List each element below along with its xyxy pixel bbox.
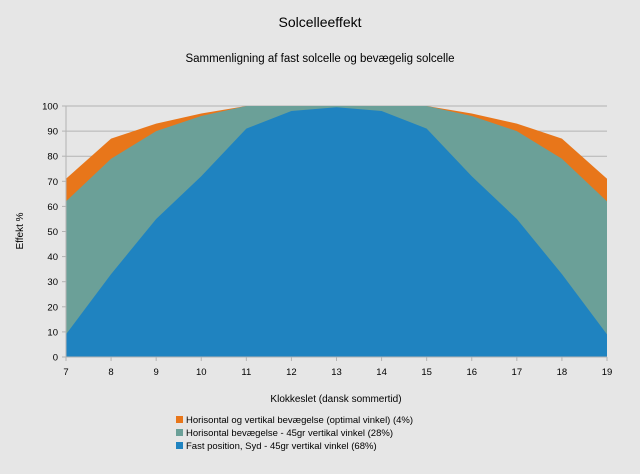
x-tick-label: 17 xyxy=(512,367,523,378)
y-tick-label: 100 xyxy=(42,102,58,113)
y-tick-label: 90 xyxy=(47,127,58,138)
y-tick-label: 60 xyxy=(47,202,58,213)
x-axis-label: Klokkeslet (dansk sommertid) xyxy=(270,394,401,405)
x-tick-label: 12 xyxy=(286,367,297,378)
x-tick-label: 10 xyxy=(196,367,207,378)
x-tick-label: 11 xyxy=(241,367,251,378)
legend-label: Horisontal og vertikal bevægelse (optima… xyxy=(186,415,413,426)
x-tick-label: 19 xyxy=(602,367,613,378)
y-tick-label: 20 xyxy=(47,302,58,313)
legend: Horisontal og vertikal bevægelse (optima… xyxy=(176,415,413,452)
x-tick-label: 13 xyxy=(331,367,342,378)
legend-label: Horisontal bevægelse - 45gr vertikal vin… xyxy=(186,428,393,439)
y-tick-label: 50 xyxy=(47,227,58,238)
area-series-group xyxy=(66,106,607,357)
legend-swatch xyxy=(176,416,183,423)
legend-swatch xyxy=(176,429,183,436)
x-tick-label: 15 xyxy=(421,367,432,378)
x-tick-label: 9 xyxy=(154,367,159,378)
axes xyxy=(62,105,608,361)
y-tick-label: 10 xyxy=(47,327,58,338)
x-tick-labels: 7 8 9 10 11 12 13 14 15 16 17 18 19 xyxy=(63,367,612,378)
x-tick-label: 7 xyxy=(63,367,68,378)
y-axis-label: Effekt % xyxy=(15,212,26,249)
chart-subtitle: Sammenligning af fast solcelle og bevæge… xyxy=(185,53,454,65)
y-tick-label: 30 xyxy=(47,277,58,288)
x-tick-label: 16 xyxy=(466,367,477,378)
legend-label: Fast position, Syd - 45gr vertikal vinke… xyxy=(186,441,377,452)
y-tick-label: 80 xyxy=(47,152,58,163)
y-tick-label: 70 xyxy=(47,177,58,188)
x-tick-label: 18 xyxy=(557,367,568,378)
x-tick-label: 8 xyxy=(108,367,113,378)
y-tick-labels: 0 10 20 30 40 50 60 70 80 90 100 xyxy=(42,102,58,364)
chart-title: Solcelleeffekt xyxy=(278,14,361,30)
x-tick-label: 14 xyxy=(376,367,387,378)
y-tick-label: 40 xyxy=(47,252,58,263)
y-tick-label: 0 xyxy=(53,353,58,364)
legend-swatch xyxy=(176,442,183,449)
area-series xyxy=(66,107,607,357)
